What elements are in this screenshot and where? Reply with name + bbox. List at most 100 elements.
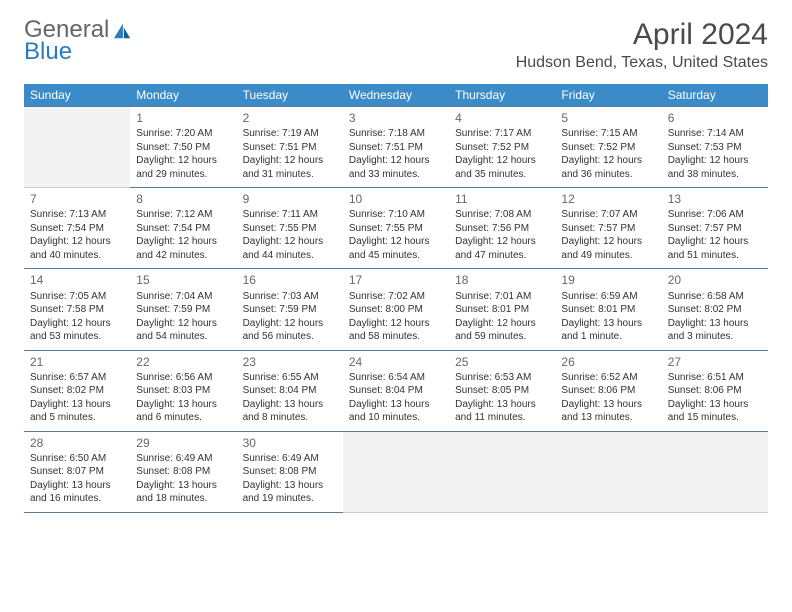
daylight-text: Daylight: 13 hours: [243, 398, 337, 412]
day-number: 12: [561, 191, 655, 207]
day-number: 26: [561, 354, 655, 370]
calendar-cell: 10Sunrise: 7:10 AMSunset: 7:55 PMDayligh…: [343, 188, 449, 269]
sunset-text: Sunset: 8:04 PM: [243, 384, 337, 398]
daylight-text: Daylight: 13 hours: [30, 398, 124, 412]
day-number: 17: [349, 272, 443, 288]
day-number: 6: [668, 110, 762, 126]
sunset-text: Sunset: 8:08 PM: [136, 465, 230, 479]
sunrise-text: Sunrise: 6:53 AM: [455, 371, 549, 385]
daylight-text: and 5 minutes.: [30, 411, 124, 425]
sunset-text: Sunset: 8:06 PM: [668, 384, 762, 398]
day-number: 11: [455, 191, 549, 207]
sunset-text: Sunset: 8:05 PM: [455, 384, 549, 398]
daylight-text: and 29 minutes.: [136, 168, 230, 182]
title-block: April 2024 Hudson Bend, Texas, United St…: [516, 18, 768, 72]
daylight-text: Daylight: 13 hours: [30, 479, 124, 493]
daylight-text: Daylight: 12 hours: [30, 235, 124, 249]
calendar-cell: 17Sunrise: 7:02 AMSunset: 8:00 PMDayligh…: [343, 269, 449, 350]
calendar-cell: 14Sunrise: 7:05 AMSunset: 7:58 PMDayligh…: [24, 269, 130, 350]
sunrise-text: Sunrise: 6:49 AM: [243, 452, 337, 466]
calendar: Sunday Monday Tuesday Wednesday Thursday…: [24, 84, 768, 513]
day-number: 2: [243, 110, 337, 126]
calendar-row: 7Sunrise: 7:13 AMSunset: 7:54 PMDaylight…: [24, 188, 768, 269]
daylight-text: Daylight: 12 hours: [243, 235, 337, 249]
sunrise-text: Sunrise: 7:06 AM: [668, 208, 762, 222]
day-number: 22: [136, 354, 230, 370]
daylight-text: and 6 minutes.: [136, 411, 230, 425]
sunrise-text: Sunrise: 7:02 AM: [349, 290, 443, 304]
sunrise-text: Sunrise: 7:04 AM: [136, 290, 230, 304]
day-number: 15: [136, 272, 230, 288]
day-number: 1: [136, 110, 230, 126]
daylight-text: and 33 minutes.: [349, 168, 443, 182]
day-number: 27: [668, 354, 762, 370]
sunset-text: Sunset: 7:51 PM: [349, 141, 443, 155]
calendar-cell: 12Sunrise: 7:07 AMSunset: 7:57 PMDayligh…: [555, 188, 661, 269]
daylight-text: and 13 minutes.: [561, 411, 655, 425]
sunset-text: Sunset: 7:59 PM: [136, 303, 230, 317]
sunrise-text: Sunrise: 7:11 AM: [243, 208, 337, 222]
sunrise-text: Sunrise: 6:54 AM: [349, 371, 443, 385]
day-number: 25: [455, 354, 549, 370]
daylight-text: and 15 minutes.: [668, 411, 762, 425]
daylight-text: and 44 minutes.: [243, 249, 337, 263]
daylight-text: Daylight: 13 hours: [349, 398, 443, 412]
logo-blue: Blue: [24, 40, 133, 64]
daylight-text: Daylight: 13 hours: [561, 317, 655, 331]
daylight-text: and 35 minutes.: [455, 168, 549, 182]
calendar-cell: 20Sunrise: 6:58 AMSunset: 8:02 PMDayligh…: [662, 269, 768, 350]
daylight-text: and 3 minutes.: [668, 330, 762, 344]
calendar-cell: [24, 107, 130, 188]
daylight-text: and 51 minutes.: [668, 249, 762, 263]
sunrise-text: Sunrise: 7:05 AM: [30, 290, 124, 304]
daylight-text: and 36 minutes.: [561, 168, 655, 182]
sunrise-text: Sunrise: 7:15 AM: [561, 127, 655, 141]
sunrise-text: Sunrise: 7:18 AM: [349, 127, 443, 141]
calendar-cell: 23Sunrise: 6:55 AMSunset: 8:04 PMDayligh…: [237, 350, 343, 431]
sunrise-text: Sunrise: 7:10 AM: [349, 208, 443, 222]
daylight-text: Daylight: 12 hours: [455, 154, 549, 168]
day-number: 7: [30, 191, 124, 207]
calendar-row: 14Sunrise: 7:05 AMSunset: 7:58 PMDayligh…: [24, 269, 768, 350]
sunset-text: Sunset: 7:52 PM: [455, 141, 549, 155]
daylight-text: Daylight: 13 hours: [561, 398, 655, 412]
calendar-cell: 28Sunrise: 6:50 AMSunset: 8:07 PMDayligh…: [24, 431, 130, 512]
daylight-text: and 10 minutes.: [349, 411, 443, 425]
daylight-text: and 40 minutes.: [30, 249, 124, 263]
sunset-text: Sunset: 8:01 PM: [455, 303, 549, 317]
day-number: 14: [30, 272, 124, 288]
sunset-text: Sunset: 8:07 PM: [30, 465, 124, 479]
daylight-text: Daylight: 12 hours: [349, 235, 443, 249]
daylight-text: Daylight: 13 hours: [136, 398, 230, 412]
daylight-text: and 59 minutes.: [455, 330, 549, 344]
daylight-text: and 45 minutes.: [349, 249, 443, 263]
weekday-header: Friday: [555, 84, 661, 107]
calendar-cell: 26Sunrise: 6:52 AMSunset: 8:06 PMDayligh…: [555, 350, 661, 431]
calendar-cell: 1Sunrise: 7:20 AMSunset: 7:50 PMDaylight…: [130, 107, 236, 188]
daylight-text: Daylight: 12 hours: [561, 235, 655, 249]
day-number: 5: [561, 110, 655, 126]
daylight-text: and 11 minutes.: [455, 411, 549, 425]
calendar-cell: 2Sunrise: 7:19 AMSunset: 7:51 PMDaylight…: [237, 107, 343, 188]
calendar-cell: 6Sunrise: 7:14 AMSunset: 7:53 PMDaylight…: [662, 107, 768, 188]
daylight-text: and 8 minutes.: [243, 411, 337, 425]
daylight-text: Daylight: 13 hours: [136, 479, 230, 493]
sunset-text: Sunset: 7:59 PM: [243, 303, 337, 317]
calendar-cell: [449, 431, 555, 512]
calendar-cell: 15Sunrise: 7:04 AMSunset: 7:59 PMDayligh…: [130, 269, 236, 350]
daylight-text: Daylight: 12 hours: [455, 317, 549, 331]
daylight-text: and 49 minutes.: [561, 249, 655, 263]
sunrise-text: Sunrise: 7:13 AM: [30, 208, 124, 222]
daylight-text: and 16 minutes.: [30, 492, 124, 506]
day-number: 20: [668, 272, 762, 288]
calendar-cell: 24Sunrise: 6:54 AMSunset: 8:04 PMDayligh…: [343, 350, 449, 431]
daylight-text: Daylight: 12 hours: [455, 235, 549, 249]
daylight-text: and 53 minutes.: [30, 330, 124, 344]
daylight-text: and 1 minute.: [561, 330, 655, 344]
sunset-text: Sunset: 7:52 PM: [561, 141, 655, 155]
daylight-text: Daylight: 13 hours: [668, 398, 762, 412]
weekday-header: Thursday: [449, 84, 555, 107]
day-number: 4: [455, 110, 549, 126]
sunset-text: Sunset: 8:03 PM: [136, 384, 230, 398]
sunset-text: Sunset: 8:04 PM: [349, 384, 443, 398]
